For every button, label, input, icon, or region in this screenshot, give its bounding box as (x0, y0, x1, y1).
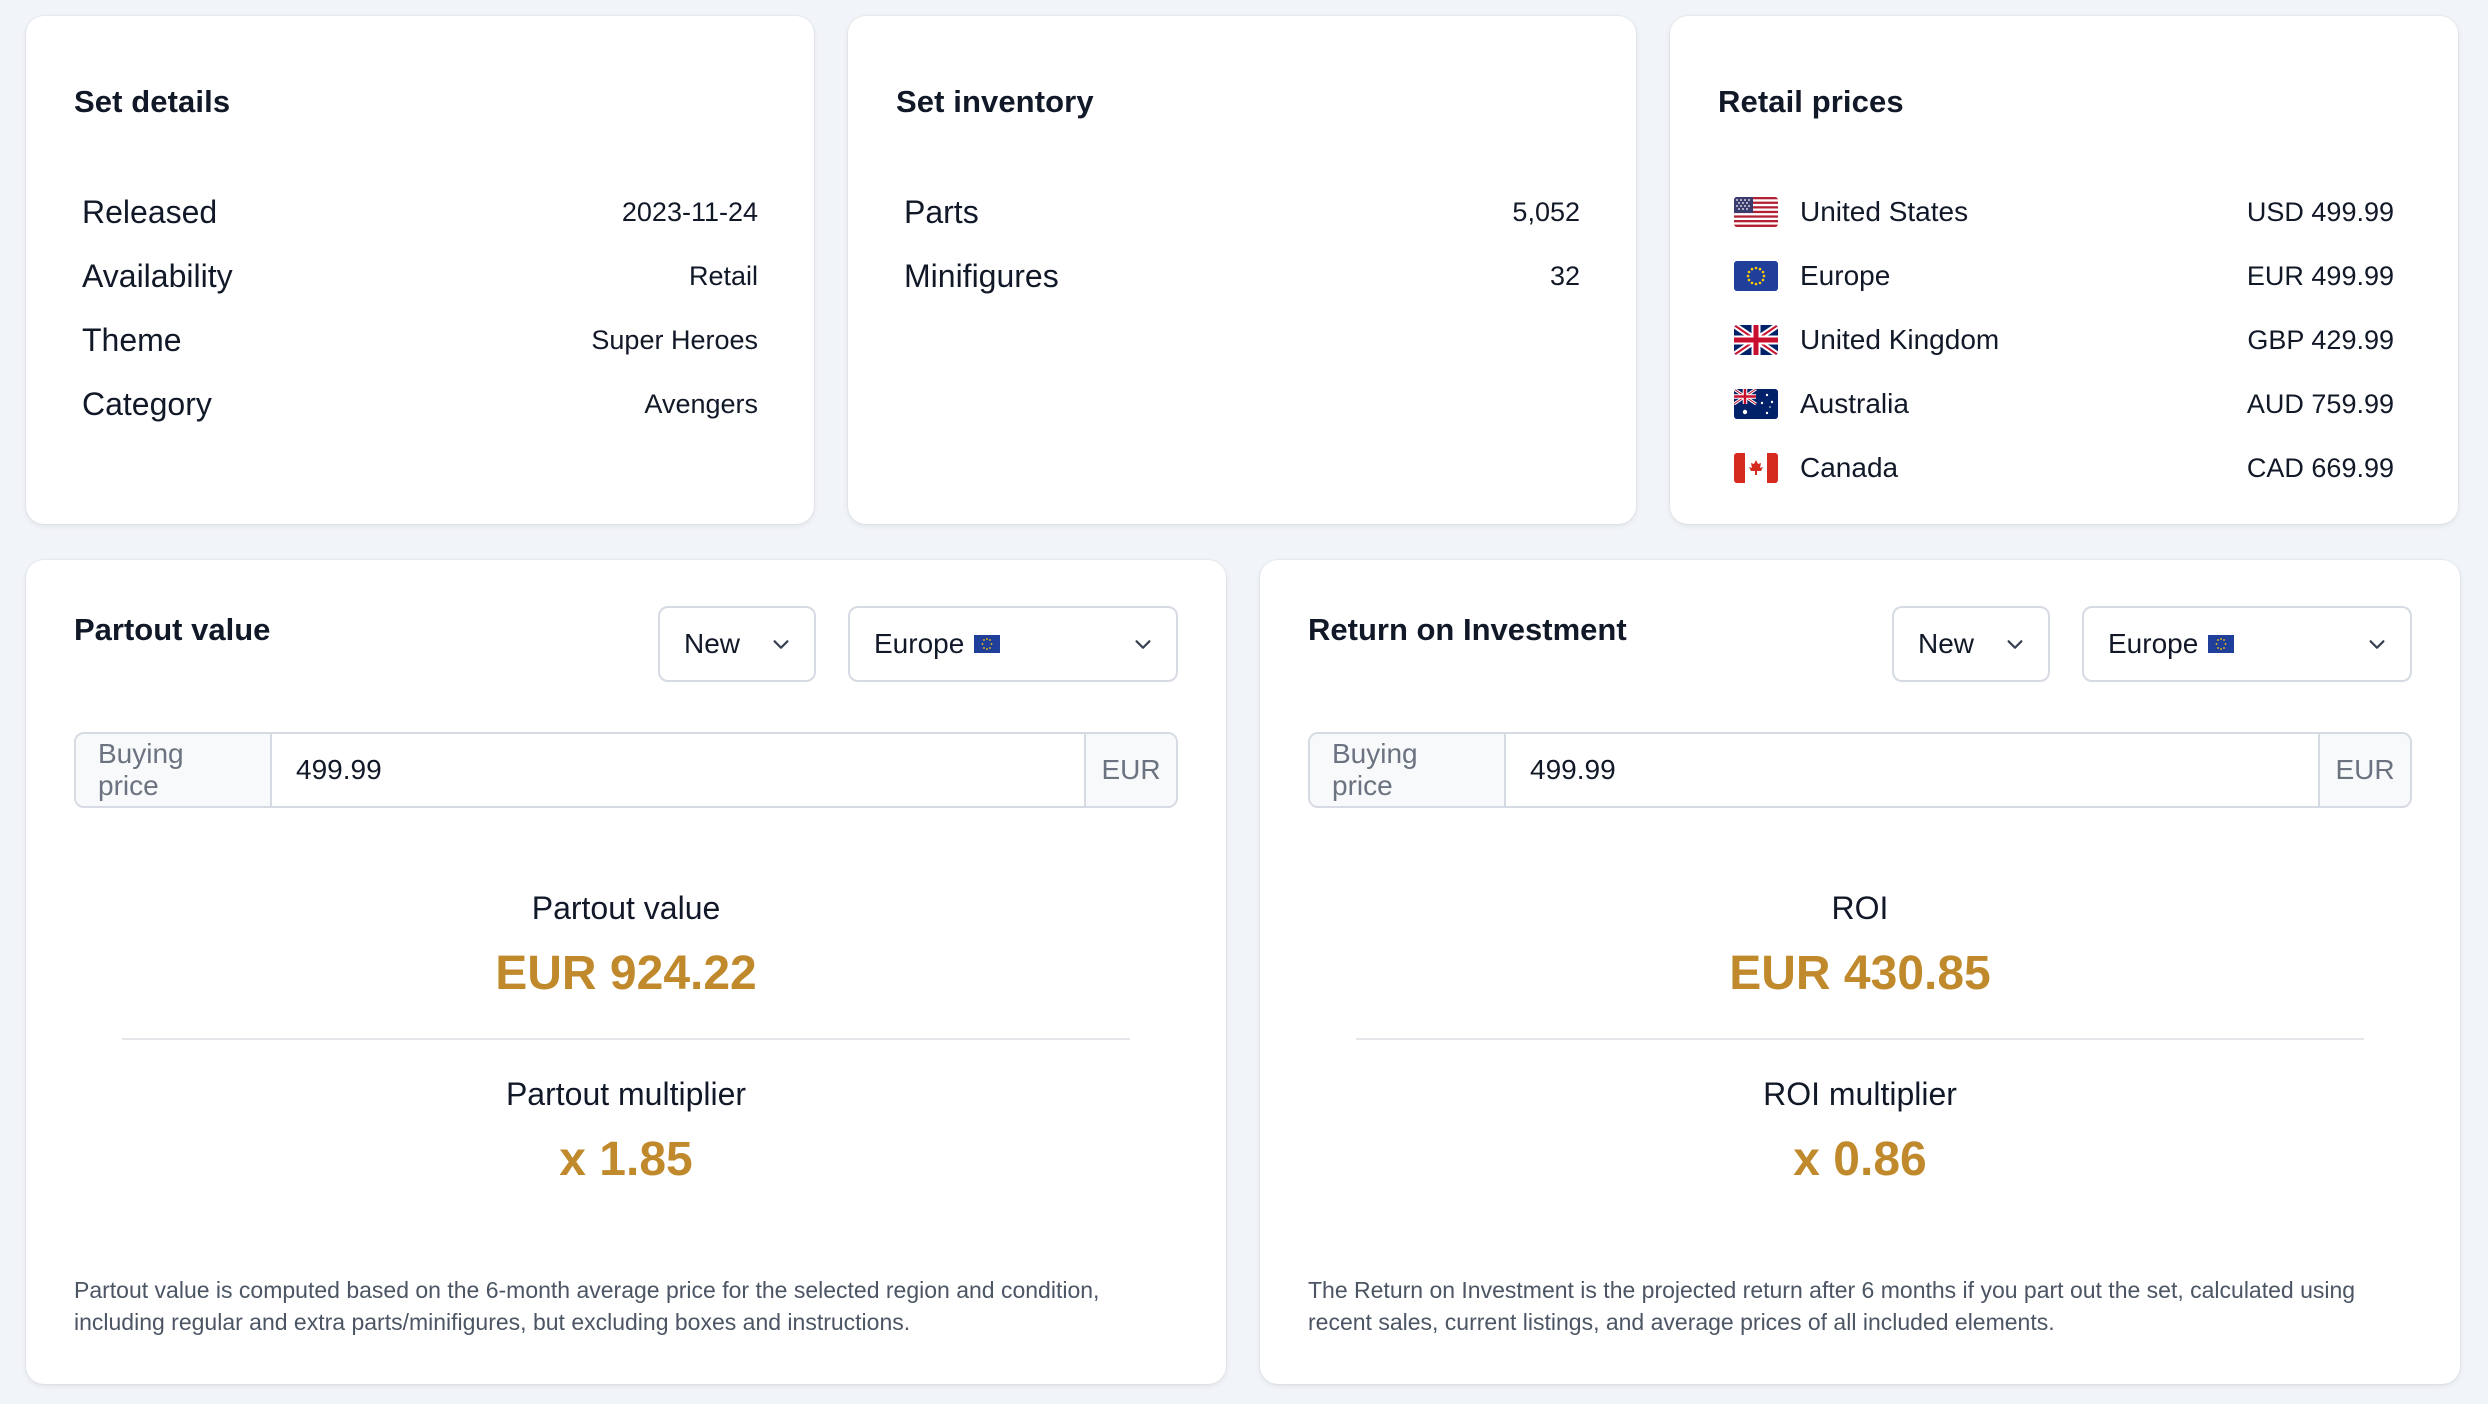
roi-card: Return on Investment New Europe Buying p… (1260, 560, 2460, 1384)
detail-key: Availability (82, 257, 233, 294)
set-details-list: Released 2023-11-24 Availability Retail … (82, 180, 758, 436)
price-amount: GBP 429.99 (2247, 324, 2394, 355)
price-country: United States (1800, 196, 1969, 227)
detail-value: Retail (688, 260, 758, 291)
retail-prices-card: Retail prices United States USD 499.99 (1670, 16, 2458, 524)
set-details-title: Set details (74, 84, 231, 119)
price-row-ca: Canada CAD 669.99 (1734, 436, 2394, 500)
price-country: Australia (1800, 388, 1909, 419)
detail-key: Theme (82, 321, 182, 358)
inventory-key: Parts (904, 193, 979, 230)
roi-buying-price-group: Buying price EUR (1308, 732, 2412, 808)
divider (1356, 1038, 2364, 1040)
detail-row-released: Released 2023-11-24 (82, 180, 758, 244)
price-country: Europe (1800, 260, 1891, 291)
eu-flag-icon (1734, 261, 1778, 291)
detail-value: 2023-11-24 (621, 196, 758, 227)
roi-region-select[interactable]: Europe (2082, 606, 2412, 682)
roi-footnote: The Return on Investment is the projecte… (1308, 1277, 2356, 1335)
roi-title: Return on Investment (1308, 612, 1627, 647)
ca-flag-icon (1734, 453, 1778, 483)
partout-multiplier-label: Partout multiplier (505, 1076, 747, 1112)
condition-value: New (684, 628, 741, 659)
price-amount: USD 499.99 (2246, 196, 2394, 227)
buying-price-input[interactable] (272, 734, 1084, 806)
detail-row-theme: Theme Super Heroes (82, 308, 758, 372)
detail-key: Released (82, 193, 218, 230)
partout-region-select[interactable]: Europe (848, 606, 1178, 682)
chevron-down-icon (2369, 640, 2385, 649)
inventory-value: 32 (1549, 260, 1580, 291)
buying-price-input[interactable] (1506, 734, 2318, 806)
price-row-eu: Europe EUR 499.99 (1734, 244, 2394, 308)
currency-label: EUR (2318, 734, 2410, 806)
price-country: Canada (1800, 452, 1899, 483)
price-row-us: United States USD 499.99 (1734, 180, 2394, 244)
set-details-card: Set details Released 2023-11-24 Availabi… (26, 16, 814, 524)
roi-amount: EUR 430.85 (1729, 947, 1991, 1000)
condition-value: New (1918, 628, 1975, 659)
partout-buying-price-group: Buying price EUR (74, 732, 1178, 808)
set-inventory-card: Set inventory Parts 5,052 Minifigures 32 (848, 16, 1636, 524)
region-value: Europe (2108, 628, 2199, 659)
chevron-down-icon (773, 640, 789, 649)
eu-flag-icon (2208, 635, 2235, 653)
set-inventory-title: Set inventory (896, 84, 1094, 119)
inventory-key: Minifigures (904, 257, 1059, 294)
price-row-au: Australia AUD 759.99 (1734, 372, 2394, 436)
us-flag-icon (1734, 197, 1778, 227)
inventory-row-minifigures: Minifigures 32 (904, 244, 1580, 308)
retail-price-list: United States USD 499.99 Europe EUR 499.… (1734, 180, 2394, 500)
price-row-uk: United Kingdom GBP 429.99 (1734, 308, 2394, 372)
set-inventory-list: Parts 5,052 Minifigures 32 (904, 180, 1580, 308)
roi-label: ROI (1831, 890, 1889, 926)
detail-value: Super Heroes (591, 324, 758, 355)
roi-condition-select[interactable]: New (1892, 606, 2050, 682)
au-flag-icon (1734, 389, 1778, 419)
buying-price-label: Buying price (76, 734, 272, 806)
price-country: United Kingdom (1800, 324, 2000, 355)
currency-label: EUR (1084, 734, 1176, 806)
roi-multiplier-label: ROI multiplier (1763, 1076, 1957, 1112)
partout-value-card: Partout value New Europe Buying price EU… (26, 560, 1226, 1384)
detail-row-availability: Availability Retail (82, 244, 758, 308)
partout-multiplier-value: x 1.85 (559, 1133, 693, 1186)
price-amount: AUD 759.99 (2246, 388, 2394, 419)
price-amount: CAD 669.99 (2246, 452, 2394, 483)
detail-row-category: Category Avengers (82, 372, 758, 436)
chevron-down-icon (2007, 640, 2023, 649)
inventory-value: 5,052 (1512, 196, 1580, 227)
detail-value: Avengers (644, 388, 758, 419)
roi-multiplier-value: x 0.86 (1793, 1133, 1927, 1186)
divider (122, 1038, 1130, 1040)
uk-flag-icon (1734, 325, 1778, 355)
buying-price-label: Buying price (1310, 734, 1506, 806)
region-value: Europe (874, 628, 965, 659)
eu-flag-icon (974, 635, 1001, 653)
partout-title: Partout value (74, 612, 271, 647)
partout-footnote: Partout value is computed based on the 6… (74, 1277, 1100, 1335)
partout-condition-select[interactable]: New (658, 606, 816, 682)
detail-key: Category (82, 385, 212, 422)
price-amount: EUR 499.99 (2246, 260, 2394, 291)
retail-prices-title: Retail prices (1718, 84, 1904, 119)
chevron-down-icon (1135, 640, 1151, 649)
partout-value-label: Partout value (531, 890, 721, 926)
inventory-row-parts: Parts 5,052 (904, 180, 1580, 244)
partout-value-amount: EUR 924.22 (495, 947, 757, 1000)
